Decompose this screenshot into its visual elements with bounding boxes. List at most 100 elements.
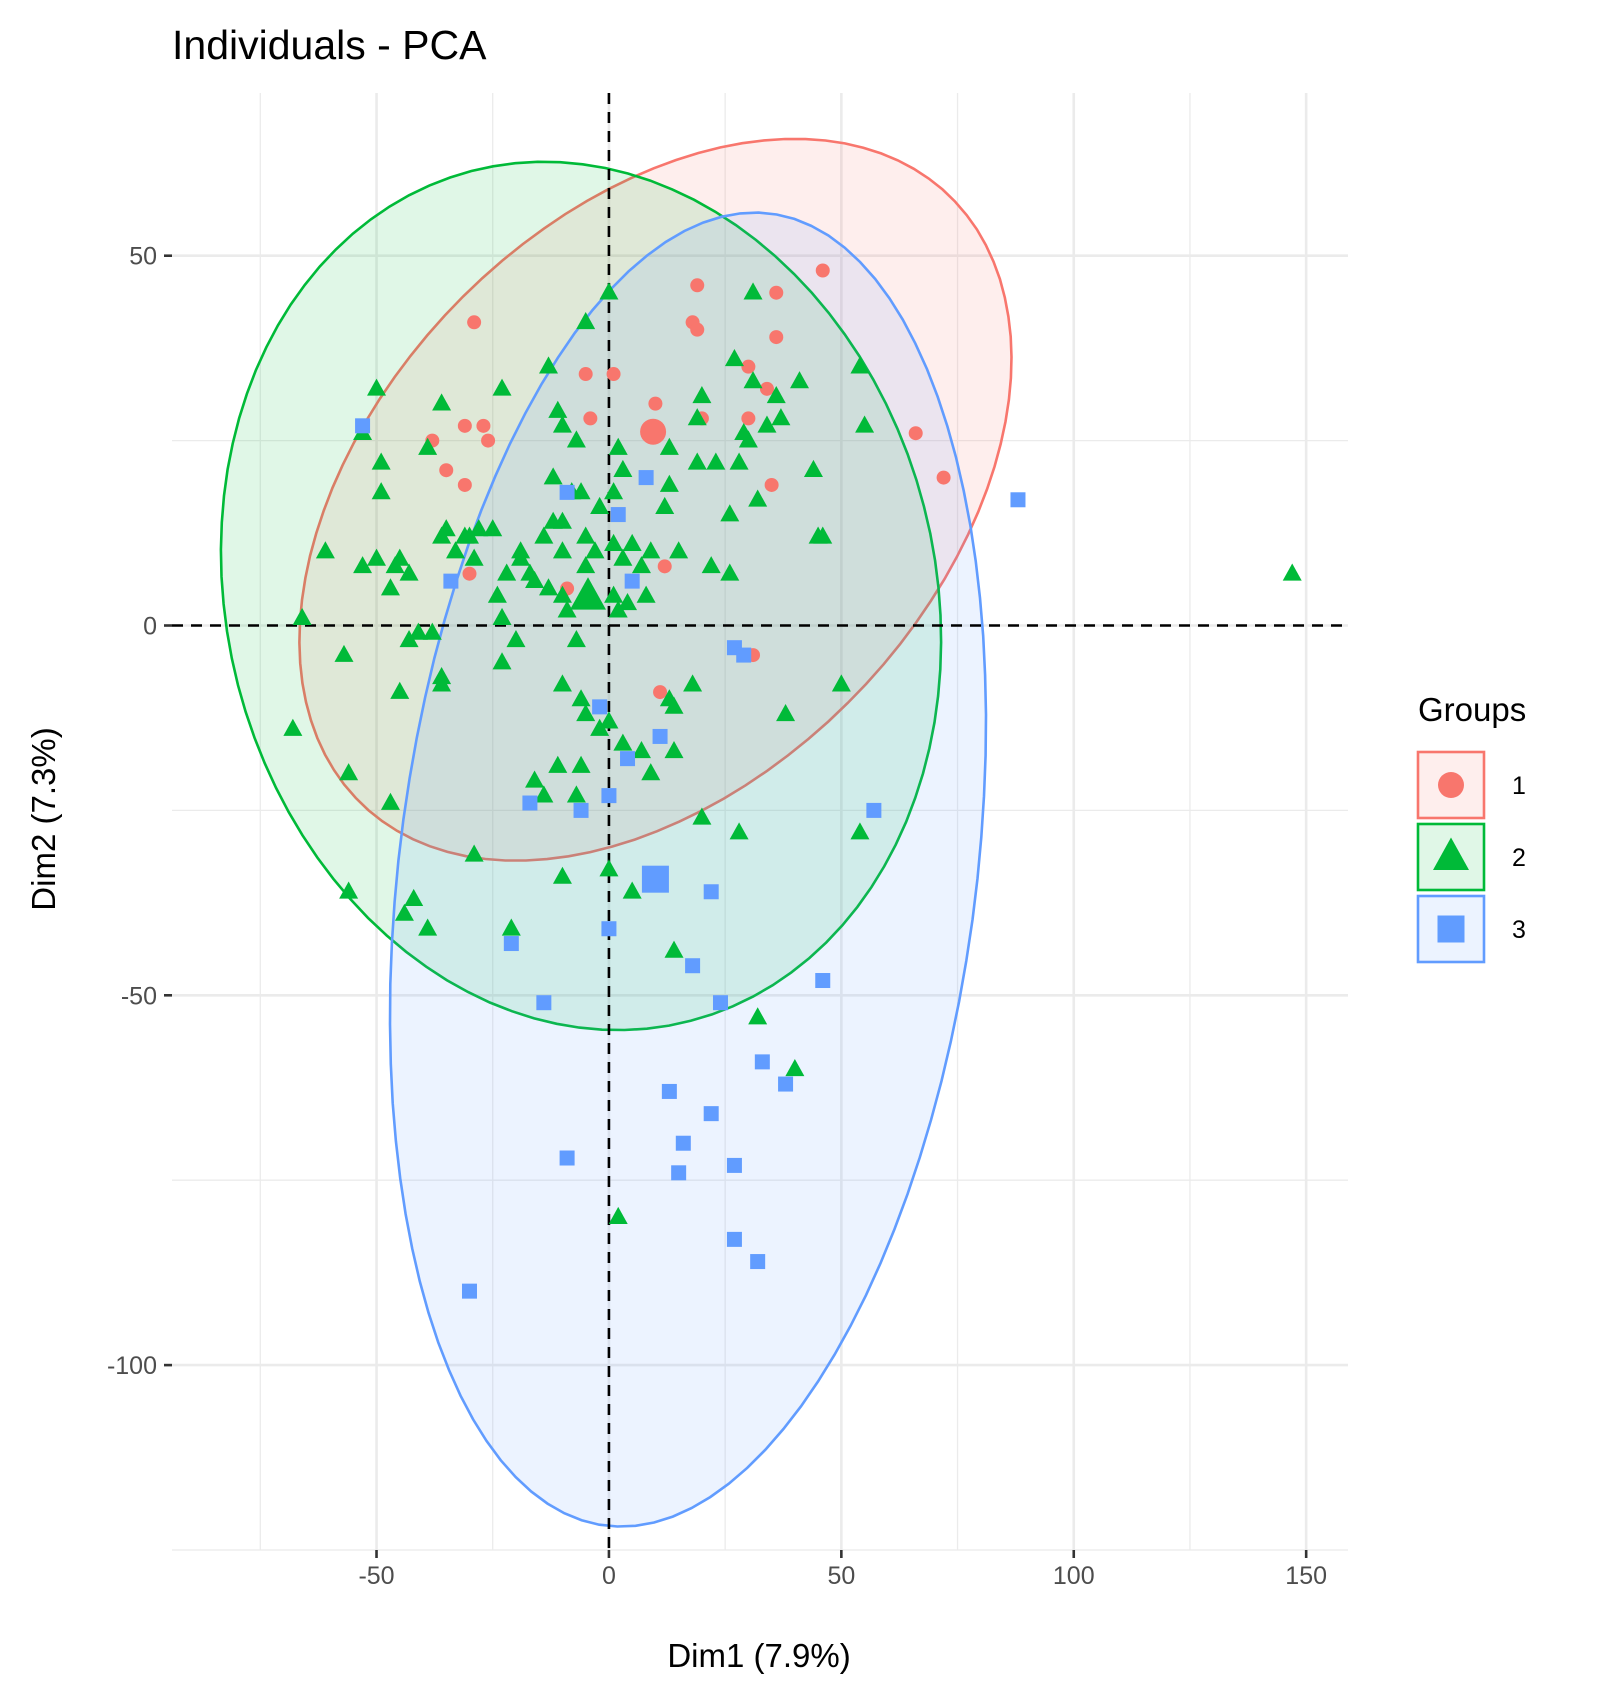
- data-point: [371, 482, 391, 500]
- data-point: [683, 674, 703, 692]
- data-point: [443, 573, 459, 589]
- data-point: [539, 578, 559, 596]
- data-point: [608, 600, 628, 618]
- data-point: [592, 699, 608, 715]
- legend-title: Groups: [1418, 691, 1526, 728]
- data-point: [736, 647, 752, 663]
- data-point: [543, 467, 563, 485]
- data-point: [599, 711, 619, 729]
- data-point: [534, 526, 554, 544]
- data-point: [687, 408, 707, 426]
- data-point: [457, 418, 472, 433]
- data-point: [604, 482, 624, 500]
- y-tick-label: -50: [121, 982, 157, 1010]
- data-point: [552, 866, 572, 884]
- data-point: [404, 888, 424, 906]
- data-point: [559, 1150, 575, 1166]
- data-point: [769, 285, 784, 300]
- legend: Groups 1 2 3: [1416, 691, 1526, 964]
- legend-item-1: 1: [1416, 750, 1526, 820]
- data-point: [701, 556, 721, 574]
- data-point: [743, 282, 763, 300]
- data-point: [552, 585, 572, 603]
- y-tick-label: -100: [107, 1352, 157, 1380]
- group-centroids: [570, 418, 669, 893]
- data-point: [729, 822, 749, 840]
- data-point: [613, 548, 633, 566]
- data-point: [492, 652, 512, 670]
- data-point: [648, 396, 663, 411]
- data-point: [534, 785, 554, 803]
- data-point: [315, 541, 335, 559]
- data-point: [380, 792, 400, 810]
- data-point: [566, 630, 586, 648]
- data-points: [283, 263, 1302, 1299]
- data-point: [576, 312, 596, 330]
- legend-key-marker: [1437, 915, 1465, 943]
- legend-label: 2: [1512, 844, 1526, 872]
- data-point: [283, 718, 303, 736]
- chart-title: Individuals - PCA: [172, 22, 487, 68]
- x-axis-title: Dim1 (7.9%): [667, 1637, 850, 1674]
- data-point: [613, 459, 633, 478]
- data-point: [729, 452, 749, 470]
- data-point: [624, 573, 640, 589]
- data-point: [631, 740, 651, 759]
- axis-ticks: -50 0 50 100 150 50 0 -50 -100: [107, 243, 1327, 1590]
- data-point: [464, 844, 484, 862]
- data-point: [483, 519, 503, 537]
- data-point: [464, 548, 484, 566]
- data-point: [461, 1283, 477, 1299]
- data-point: [692, 807, 712, 825]
- data-point: [720, 504, 740, 522]
- data-point: [552, 511, 572, 529]
- data-point: [690, 278, 705, 293]
- data-point: [576, 526, 596, 544]
- data-point: [583, 411, 598, 426]
- data-point: [741, 359, 756, 374]
- data-point: [750, 1254, 766, 1270]
- centroid-group-2: [570, 577, 607, 610]
- data-point: [380, 578, 400, 596]
- data-point: [422, 622, 442, 640]
- y-tick-label: 0: [143, 613, 157, 641]
- x-tick-label: 150: [1285, 1562, 1327, 1590]
- legend-label: 3: [1512, 916, 1526, 944]
- data-point: [815, 263, 830, 278]
- data-point: [522, 795, 538, 811]
- data-point: [394, 903, 414, 921]
- data-point: [604, 585, 624, 603]
- data-point: [339, 881, 359, 899]
- data-point: [776, 703, 796, 722]
- data-point: [492, 378, 512, 396]
- grid-lines: [172, 93, 1348, 1551]
- data-point: [536, 995, 552, 1011]
- data-point: [557, 600, 577, 618]
- data-point: [712, 995, 728, 1011]
- data-point: [692, 385, 712, 404]
- centroid-group-3: [641, 865, 669, 893]
- data-point: [385, 556, 405, 574]
- points-group-2: [283, 282, 1302, 1225]
- data-point: [771, 408, 791, 426]
- data-point: [497, 563, 517, 581]
- data-point: [726, 1157, 742, 1173]
- data-point: [355, 418, 371, 434]
- data-point: [866, 802, 882, 818]
- data-point: [769, 330, 784, 345]
- data-point: [457, 477, 472, 492]
- data-point: [687, 452, 707, 470]
- data-point: [671, 1165, 687, 1181]
- data-point: [622, 881, 642, 899]
- data-point: [620, 751, 636, 767]
- data-point: [785, 1059, 805, 1077]
- data-point: [764, 477, 779, 492]
- data-point: [661, 1083, 677, 1099]
- data-point: [726, 1231, 742, 1247]
- data-point: [455, 526, 475, 544]
- data-point: [590, 718, 610, 736]
- data-point: [418, 918, 438, 936]
- data-point: [599, 859, 619, 877]
- data-point: [622, 533, 642, 551]
- data-point: [724, 348, 744, 367]
